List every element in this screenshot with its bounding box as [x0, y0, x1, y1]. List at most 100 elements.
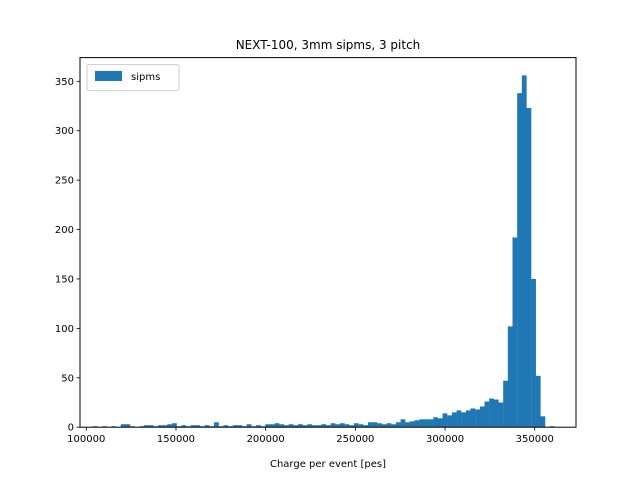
histogram-bar — [269, 424, 275, 428]
x-tick-label: 150000 — [157, 434, 195, 445]
histogram-bar — [158, 425, 163, 428]
histogram-bar — [419, 419, 425, 428]
histogram-bar — [400, 419, 406, 428]
histogram-bar — [125, 424, 131, 428]
histogram-bar — [442, 413, 448, 428]
histogram-bar — [120, 424, 126, 428]
chart-title: NEXT-100, 3mm sipms, 3 pitch — [236, 38, 421, 52]
histogram-bar — [517, 93, 522, 428]
histogram-bar — [353, 423, 359, 428]
histogram-bar — [349, 425, 355, 428]
histogram-bar — [428, 419, 434, 428]
histogram-bar — [484, 401, 490, 428]
histogram-bar — [274, 423, 280, 428]
histogram-bar — [162, 425, 168, 428]
histogram-bar — [237, 425, 243, 428]
histogram-bar — [503, 380, 508, 428]
histogram-bar — [293, 425, 299, 428]
histogram-bar — [498, 402, 504, 428]
histogram-bar — [479, 406, 485, 428]
histogram-bar — [493, 399, 499, 428]
histogram-bar — [423, 419, 429, 428]
histogram-bar — [437, 418, 443, 428]
histogram-bar — [307, 424, 313, 428]
histogram-bar — [381, 424, 387, 428]
histogram-bar — [531, 278, 536, 428]
histogram-bar — [288, 424, 294, 428]
histogram-bar — [148, 425, 154, 428]
histogram-bar — [144, 425, 149, 428]
histogram-bar — [172, 423, 177, 428]
histogram-bar — [325, 425, 331, 428]
legend: sipms — [86, 64, 180, 92]
x-tick-label: 200000 — [247, 434, 285, 445]
histogram-bar — [321, 424, 327, 428]
histogram-bar — [414, 420, 420, 428]
histogram-bar — [195, 425, 201, 428]
histogram-bar — [311, 425, 317, 428]
histogram-bar — [232, 425, 238, 428]
histogram-bar — [344, 424, 350, 428]
histogram-bar — [297, 424, 303, 428]
histogram-bar — [535, 375, 541, 428]
histogram-bar — [395, 422, 401, 428]
histogram-bar — [265, 424, 271, 428]
y-tick-label: 50 — [61, 373, 74, 384]
histogram-bar — [339, 423, 345, 428]
histogram-bar — [363, 425, 369, 428]
histogram-bar — [316, 425, 322, 428]
y-axis: 0 50 100 150 200 250 300 350 — [55, 77, 80, 434]
y-tick-label: 250 — [55, 176, 74, 187]
histogram-bar — [377, 423, 383, 428]
y-tick-label: 300 — [55, 126, 74, 137]
y-tick-label: 100 — [55, 324, 74, 335]
histogram-bar — [475, 409, 480, 428]
histogram-bar — [372, 422, 378, 428]
x-tick-label: 100000 — [67, 434, 105, 445]
histogram-bar — [302, 425, 308, 428]
histogram-bar — [470, 408, 476, 428]
x-tick-label: 300000 — [426, 434, 464, 445]
y-tick-label: 0 — [68, 423, 74, 434]
x-tick-label: 350000 — [516, 434, 554, 445]
histogram-bar — [540, 416, 546, 428]
histogram-bar — [507, 326, 513, 428]
histogram-bar — [223, 425, 229, 428]
histogram-bar — [391, 424, 397, 428]
histogram-bar — [489, 398, 494, 428]
histogram-bar — [204, 425, 210, 428]
histogram-bar — [512, 237, 518, 428]
y-tick-label: 200 — [55, 225, 74, 236]
bars-group — [92, 75, 555, 428]
histogram-bar — [447, 415, 453, 428]
histogram-bar — [521, 75, 527, 428]
histogram-bar — [190, 425, 196, 428]
histogram-bar — [409, 421, 415, 428]
histogram-bar — [279, 424, 285, 428]
histogram-bar — [358, 424, 364, 428]
y-tick-label: 350 — [55, 77, 74, 88]
histogram-bar — [181, 425, 187, 428]
histogram-bar — [214, 422, 219, 428]
legend-label: sipms — [131, 72, 160, 83]
plot-frame — [79, 57, 577, 428]
histogram-bar — [405, 422, 411, 428]
histogram-bar — [451, 412, 457, 428]
histogram-bar — [330, 423, 336, 428]
histogram-bar — [461, 412, 466, 428]
histogram-bar — [167, 424, 173, 428]
histogram-bar — [255, 425, 261, 428]
legend-swatch — [95, 71, 122, 81]
histogram-bar — [386, 423, 392, 428]
histogram-bar — [456, 410, 462, 428]
histogram-bar — [335, 424, 341, 428]
histogram-bar — [246, 424, 252, 428]
histogram-bar — [526, 108, 532, 428]
x-axis: 100000 150000 200000 250000 300000 350000 — [67, 427, 554, 445]
histogram-bar — [283, 425, 289, 428]
x-axis-label: Charge per event [pes] — [270, 459, 386, 470]
histogram-bar — [367, 422, 373, 428]
x-tick-label: 250000 — [336, 434, 374, 445]
histogram-bar — [433, 417, 439, 428]
